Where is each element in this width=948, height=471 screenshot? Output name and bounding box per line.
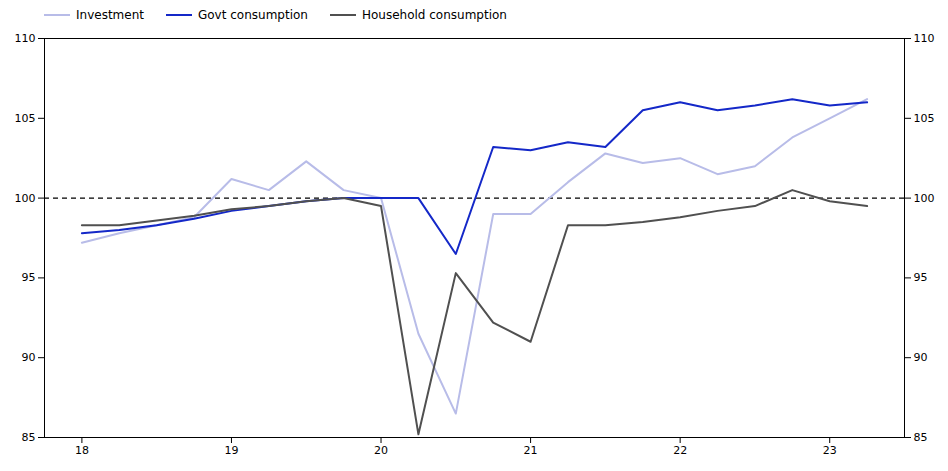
- svg-text:100: 100: [15, 192, 36, 205]
- svg-text:23: 23: [823, 444, 837, 457]
- svg-text:95: 95: [22, 271, 36, 284]
- svg-text:22: 22: [673, 444, 687, 457]
- svg-text:105: 105: [914, 112, 935, 125]
- svg-text:20: 20: [374, 444, 388, 457]
- svg-text:90: 90: [22, 351, 36, 364]
- svg-text:95: 95: [914, 271, 928, 284]
- svg-text:85: 85: [22, 431, 36, 444]
- html-text:Investment: Investment: [76, 8, 144, 22]
- svg-text:21: 21: [524, 444, 538, 457]
- svg-text:105: 105: [15, 112, 36, 125]
- svg-text:90: 90: [914, 351, 928, 364]
- svg-text:100: 100: [914, 192, 935, 205]
- svg-text:19: 19: [224, 444, 238, 457]
- svg-text:85: 85: [914, 431, 928, 444]
- svg-text:110: 110: [914, 32, 935, 45]
- html-text:Govt consumption: Govt consumption: [198, 8, 308, 22]
- svg-text:18: 18: [75, 444, 89, 457]
- svg-text:110: 110: [15, 32, 36, 45]
- html-text:Household consumption: Household consumption: [361, 8, 507, 22]
